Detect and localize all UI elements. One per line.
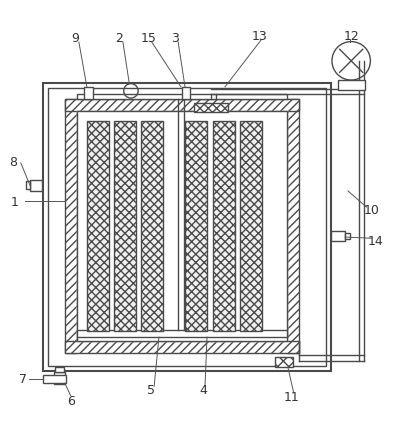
Text: 3: 3 [171,32,179,45]
Text: 11: 11 [283,391,298,404]
Bar [330,231,344,241]
Bar [54,372,65,384]
Text: 1: 1 [11,197,19,209]
Bar [77,111,286,341]
Bar [185,121,207,331]
Bar [43,83,330,371]
Bar [65,99,77,353]
Bar [337,80,364,90]
Text: 5: 5 [147,384,155,397]
Bar [55,367,64,372]
Bar [286,99,298,353]
Bar [194,103,228,112]
Text: 12: 12 [343,30,358,43]
Text: 10: 10 [362,205,378,218]
Bar [275,357,292,367]
Bar [114,121,136,331]
Text: 13: 13 [251,30,266,43]
Text: 2: 2 [115,32,123,45]
Text: 4: 4 [198,384,207,397]
Bar [43,375,66,383]
Bar [77,330,286,337]
Bar [344,233,349,239]
Text: 8: 8 [9,156,17,170]
Bar [87,121,109,331]
Text: 6: 6 [67,395,75,408]
Text: 9: 9 [71,32,79,45]
Bar [47,88,326,366]
Bar [77,111,286,341]
Text: 7: 7 [19,373,27,386]
Bar [239,121,261,331]
Bar [77,94,286,99]
Bar [141,121,163,331]
Bar [182,87,190,99]
Bar [212,121,234,331]
Text: 14: 14 [367,234,382,247]
Bar [26,181,30,189]
Bar [65,341,298,353]
Bar [65,99,298,353]
Bar [84,87,93,99]
Bar [65,99,298,111]
Text: 15: 15 [141,32,156,45]
Bar [30,180,42,191]
